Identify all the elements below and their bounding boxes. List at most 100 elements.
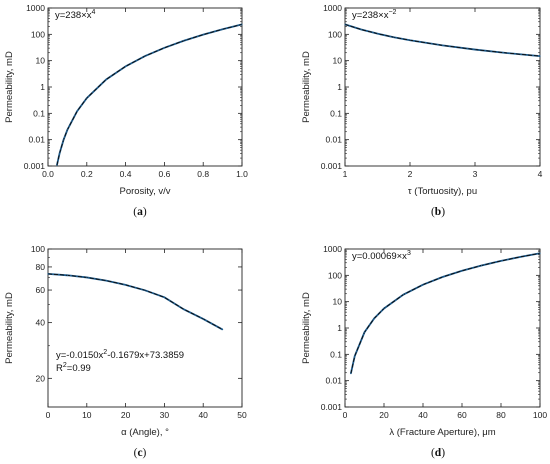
y-tick-label: 10 — [36, 56, 46, 66]
x-tick-label: 4 — [538, 169, 543, 179]
fit-line-dashed — [56, 23, 243, 166]
equation-annotation: y=238×x−2 — [352, 9, 397, 21]
y-tick-label: 80 — [36, 262, 46, 272]
data-point — [422, 284, 424, 286]
x-tick-label: 0 — [46, 410, 51, 420]
y-tick-label: 10 — [333, 56, 343, 66]
panel-letter: a — [137, 206, 143, 218]
x-tick-label: 20 — [121, 410, 131, 420]
x-axis-label: Porosity, v/v — [119, 186, 170, 197]
data-point — [66, 129, 68, 131]
equation-part: y=-0.0150x — [56, 350, 104, 361]
y-tick-label: 0.01 — [325, 376, 342, 386]
data-point — [350, 372, 352, 375]
data-point — [222, 28, 224, 30]
panel-label: (d) — [431, 447, 445, 459]
panel-letter: d — [435, 447, 442, 459]
plot-frame — [47, 248, 243, 408]
data-point — [47, 273, 49, 275]
data-point — [519, 256, 522, 258]
panel-label: (c) — [134, 447, 147, 459]
x-tick-label: 0.6 — [158, 169, 170, 179]
data-point — [474, 48, 476, 51]
data-point — [402, 293, 405, 296]
y-tick-label: 60 — [36, 285, 46, 295]
y-tick-label: 1 — [337, 82, 342, 92]
data-point — [241, 23, 243, 26]
data-point — [354, 355, 356, 357]
x-tick-label: 0 — [343, 410, 348, 420]
data-point — [202, 34, 204, 36]
x-tick-label: 40 — [198, 410, 208, 420]
y-tick-label: 1000 — [26, 3, 45, 13]
x-tick-label: 1.0 — [236, 169, 248, 179]
equation-exponent: 4 — [91, 9, 95, 16]
x-tick-label: 0.4 — [120, 169, 132, 179]
y-tick-label: 100 — [328, 270, 342, 280]
r-squared-exponent: 2 — [63, 362, 67, 369]
y-tick-label: 1000 — [323, 244, 342, 254]
x-tick-label: 30 — [160, 410, 170, 420]
equation-annotation: y=-0.0150x2-0.1679x+73.3859 — [56, 349, 184, 361]
y-tick-label: 0.1 — [33, 108, 45, 118]
series-line — [344, 23, 541, 58]
data-point — [66, 274, 68, 276]
data-point — [183, 308, 185, 310]
x-axis-label: τ (Tortuosity), pu — [408, 186, 477, 197]
data-point — [441, 44, 444, 46]
y-tick-label: 0.1 — [330, 349, 342, 359]
x-axis-label: λ (Fracture Aperture), μm — [389, 427, 495, 438]
y-tick-label: 1 — [337, 323, 342, 333]
r-squared-annotation: R2=0.99 — [56, 362, 91, 374]
x-tick-label: 100 — [533, 410, 547, 420]
equation-base: y=238×x — [55, 10, 92, 21]
x-tick-label: 80 — [496, 410, 506, 420]
data-point — [539, 252, 541, 254]
data-point — [376, 33, 379, 35]
series-line — [47, 272, 224, 331]
y-tick-label: 1000 — [323, 3, 342, 13]
x-tick-label: 60 — [457, 410, 467, 420]
y-tick-label: 10 — [333, 297, 343, 307]
data-point — [105, 279, 107, 282]
data-point — [202, 318, 204, 320]
y-tick-label: 0.001 — [321, 402, 343, 412]
x-tick-label: 40 — [418, 410, 428, 420]
y-tick-label: 100 — [31, 29, 45, 39]
fit-line-dashed — [350, 252, 541, 374]
panel-a: 0.0 0.2 0.4 0.6 0.8 1.0 0.001 0.01 0.1 1 10 100 1000… — [4, 3, 248, 218]
x-tick-label: 0.8 — [197, 169, 209, 179]
data-point — [125, 284, 127, 286]
data-point — [76, 110, 78, 112]
equation-exponent: −2 — [388, 9, 396, 16]
data-point — [480, 264, 483, 267]
equation-annotation: y=238×x4 — [55, 9, 95, 21]
y-tick-label: 0.01 — [325, 135, 342, 145]
x-tick-label: 0.2 — [81, 169, 93, 179]
data-point — [144, 55, 146, 57]
data-point — [441, 276, 444, 278]
y-axis-label: Permeability, mD — [301, 51, 312, 123]
x-tick-label: 2 — [408, 169, 413, 179]
panel-b: 1 2 3 4 0.001 0.01 0.1 1 10 100 1000 τ (Tortuosity)… — [301, 3, 543, 218]
y-tick-label: 40 — [36, 318, 46, 328]
y-axis-label: Permeability, mD — [301, 292, 312, 364]
data-point — [86, 97, 88, 99]
x-tick-label: 20 — [379, 410, 389, 420]
plot-frame — [344, 248, 541, 408]
data-point — [163, 296, 165, 298]
equation-annotation: y=0.00069×x3 — [352, 250, 411, 262]
x-tick-label: 10 — [82, 410, 92, 420]
y-axis-label: Permeability, mD — [4, 292, 15, 364]
r-squared-part: R — [56, 363, 63, 374]
data-point — [409, 39, 411, 41]
x-tick-label: 50 — [237, 410, 247, 420]
data-point — [144, 289, 146, 291]
fit-line-dashed — [344, 23, 541, 57]
data-point — [539, 55, 541, 57]
y-tick-label: 1 — [40, 82, 45, 92]
data-point — [500, 260, 502, 262]
y-tick-label: 0.01 — [28, 135, 45, 145]
y-tick-label: 100 — [328, 29, 342, 39]
